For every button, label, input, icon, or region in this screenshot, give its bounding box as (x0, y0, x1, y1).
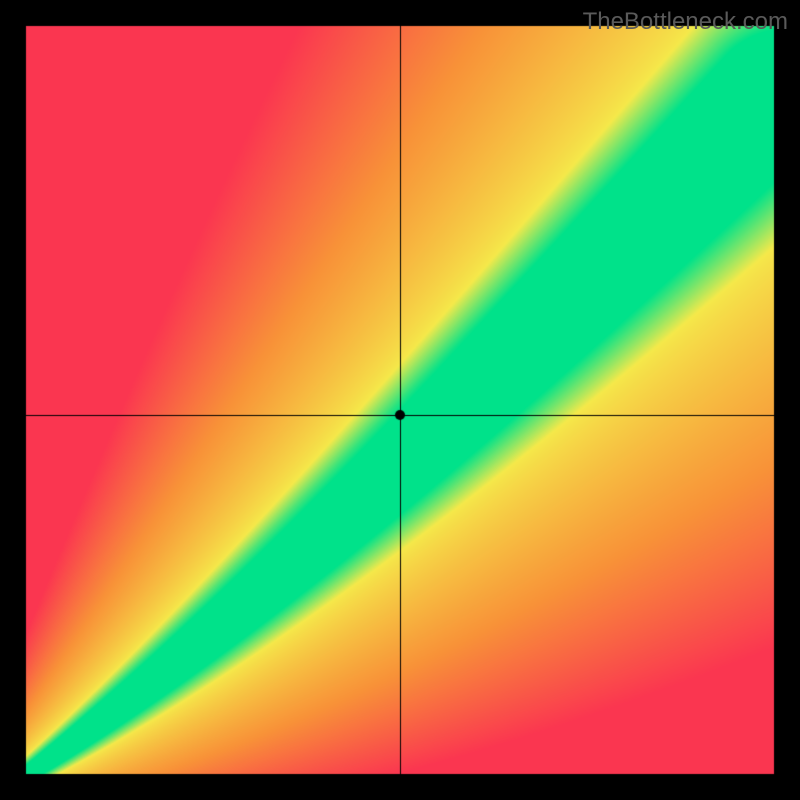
chart-container: TheBottleneck.com (0, 0, 800, 800)
heatmap-canvas (0, 0, 800, 800)
watermark-text: TheBottleneck.com (583, 8, 788, 36)
